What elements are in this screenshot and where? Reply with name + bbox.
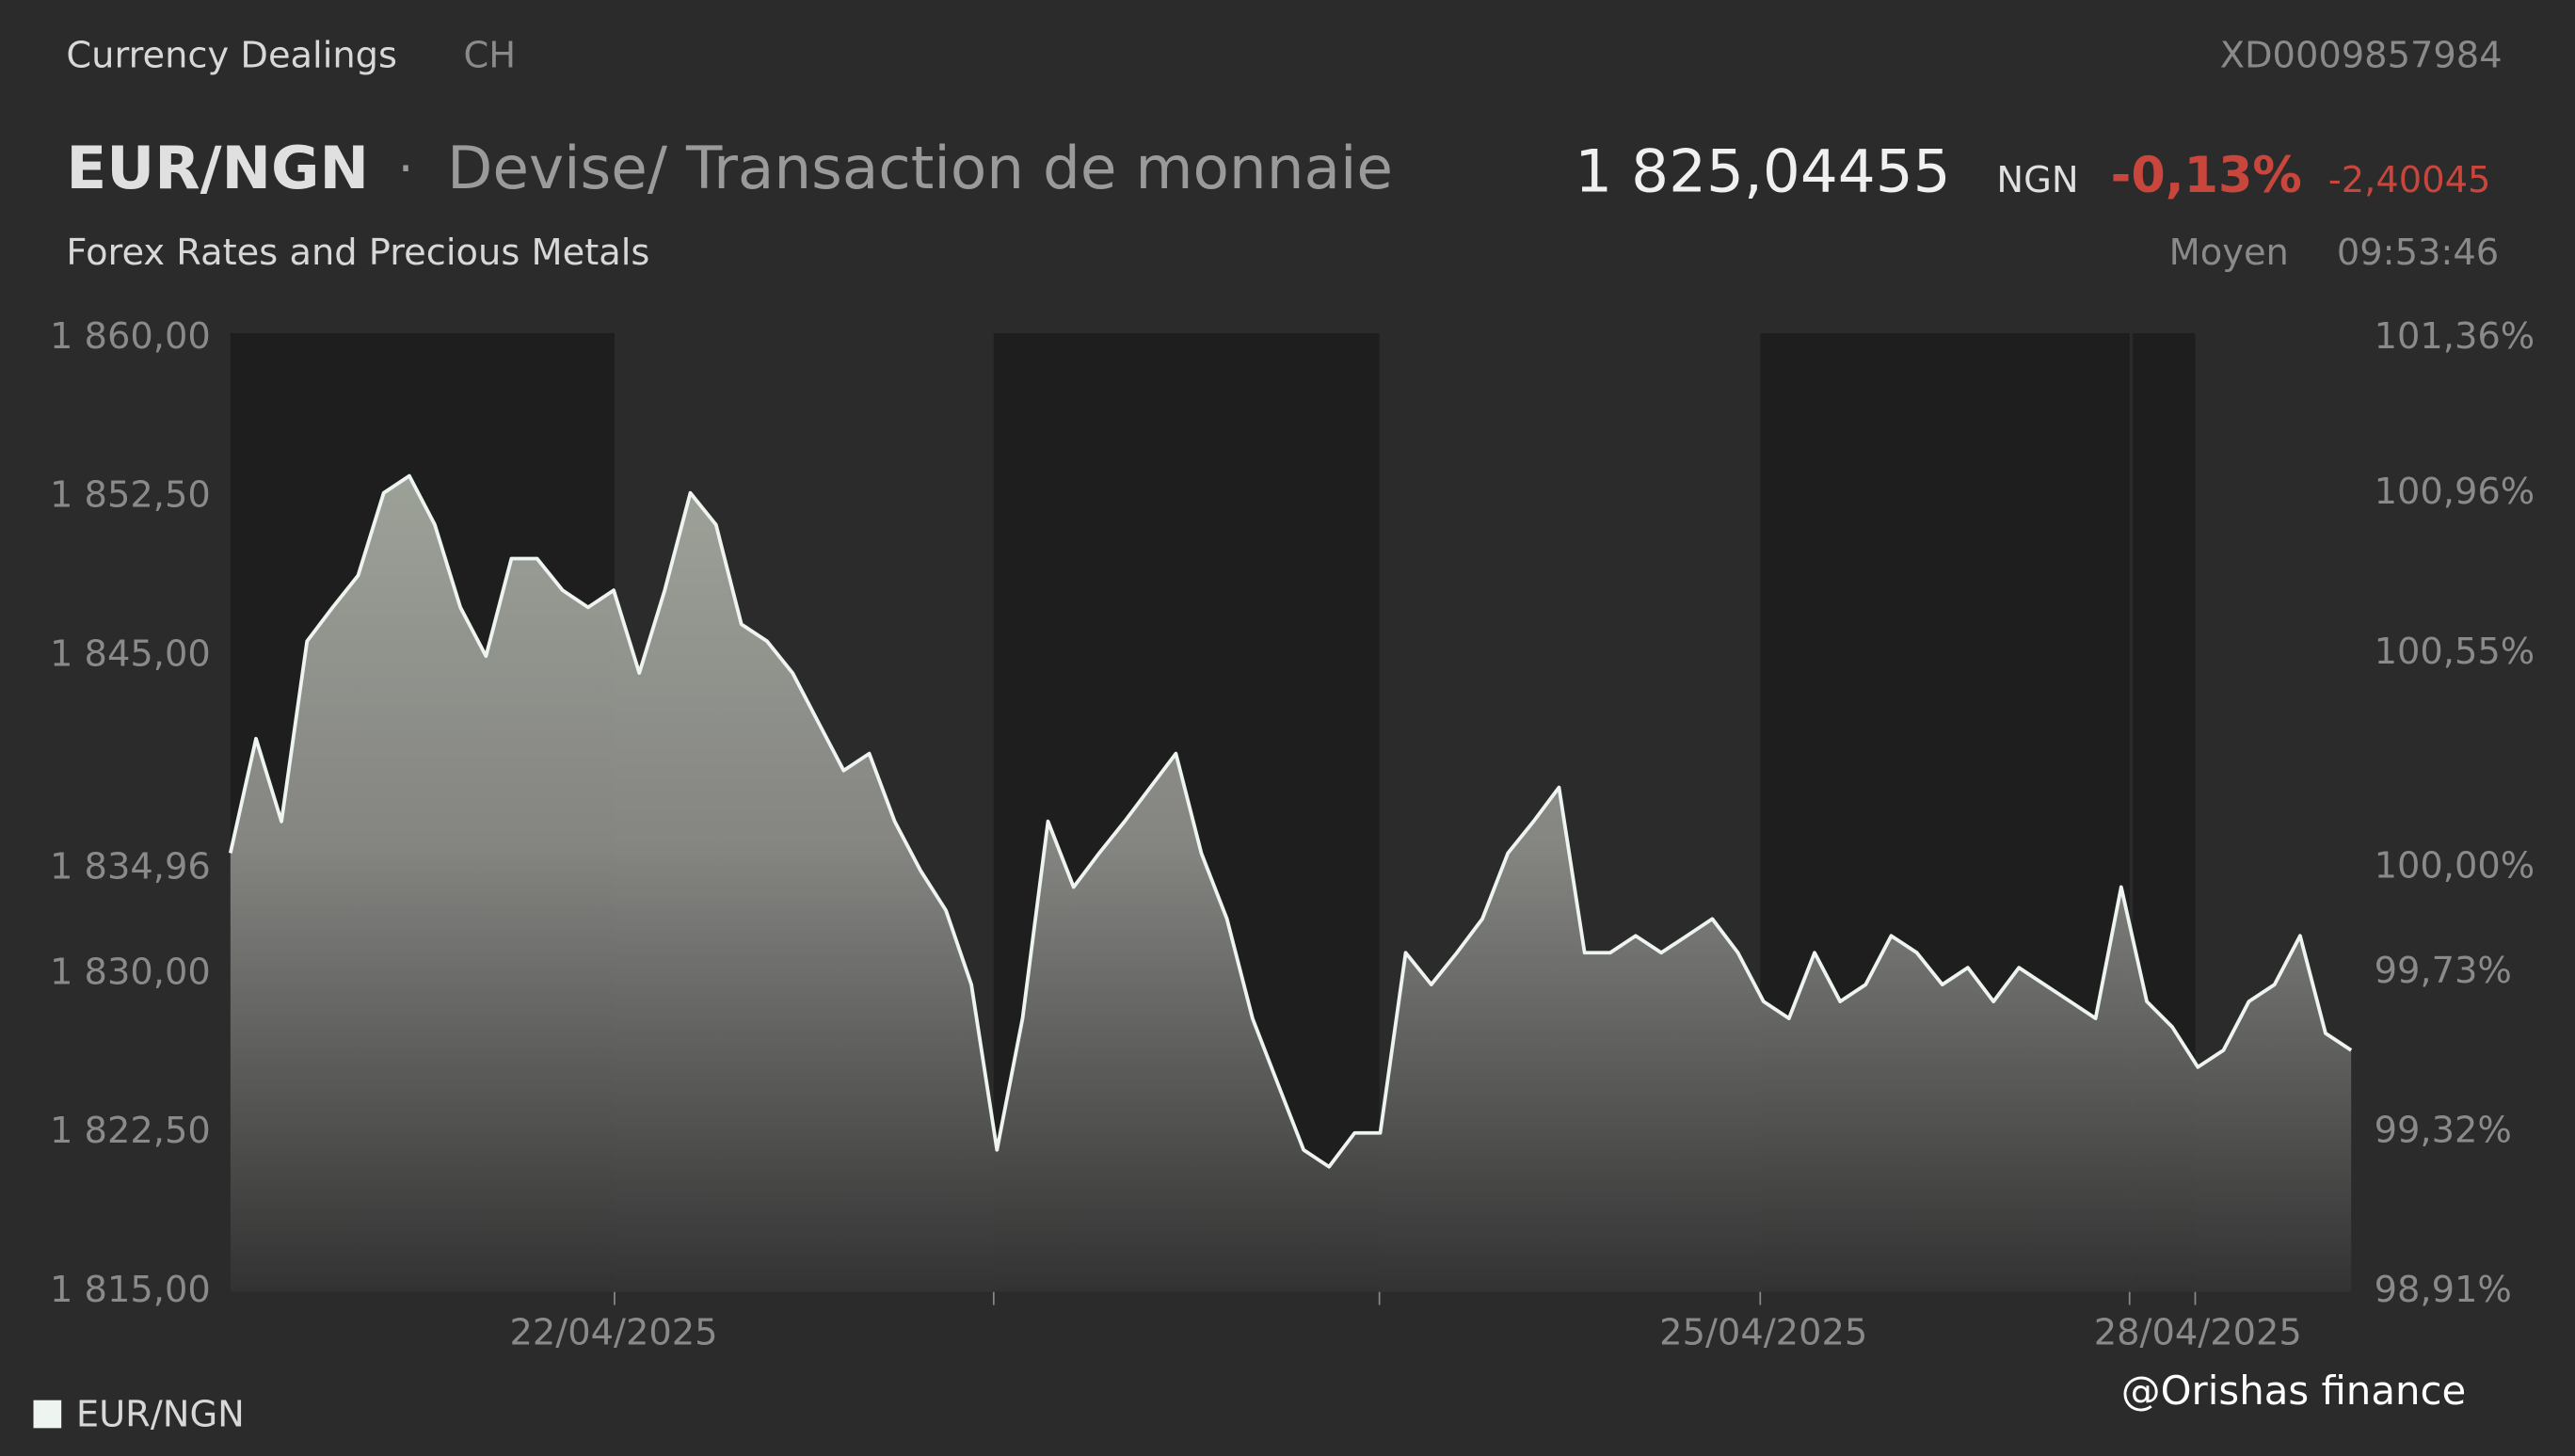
- y2-tick-label: 98,91%: [2375, 1269, 2512, 1311]
- description: Devise/ Transaction de monnaie: [447, 134, 1393, 202]
- y-tick-label: 1 822,50: [50, 1110, 211, 1152]
- y-tick-label: 1 834,96: [50, 846, 211, 888]
- y-tick-label: 1 845,00: [50, 633, 211, 676]
- isin: XD0009857984: [2220, 35, 2503, 77]
- time: 09:53:46: [2337, 232, 2499, 274]
- separator: ·: [398, 140, 414, 198]
- change: -2,40045: [2328, 159, 2490, 201]
- currency: NGN: [1996, 159, 2078, 201]
- y2-tick-label: 99,73%: [2375, 950, 2512, 992]
- y2-tick-label: 100,00%: [2375, 844, 2535, 887]
- y2-tick-label: 100,55%: [2375, 631, 2535, 673]
- area-fill: [230, 475, 2352, 1292]
- watermark: @Orishas finance: [2121, 1368, 2466, 1414]
- legend-swatch: [33, 1400, 62, 1429]
- y-tick-label: 1 815,00: [50, 1269, 211, 1311]
- y2-tick-label: 101,36%: [2375, 315, 2535, 358]
- y2-tick-label: 100,96%: [2375, 471, 2535, 513]
- y-tick-label: 1 852,50: [50, 474, 211, 517]
- pair: EUR/NGN: [66, 134, 369, 202]
- line: [228, 473, 2353, 1169]
- price: 1 825,04455: [1575, 137, 1950, 206]
- y-tick-label: 1 830,00: [50, 951, 211, 993]
- x-tick-label: 22/04/2025: [509, 1311, 717, 1353]
- y-tick-label: 1 860,00: [50, 315, 211, 358]
- price-type: Moyen: [2169, 232, 2289, 274]
- x-tick-marks: [614, 1291, 2197, 1305]
- change-percent: -0,13%: [2111, 147, 2302, 204]
- x-tick-label: 28/04/2025: [2094, 1311, 2302, 1353]
- subtitle: Forex Rates and Precious Metals: [66, 232, 649, 274]
- y2-tick-label: 99,32%: [2375, 1110, 2512, 1152]
- section-label: Currency Dealings: [66, 35, 397, 77]
- x-tick-label: 25/04/2025: [1659, 1311, 1867, 1353]
- legend-label: EUR/NGN: [76, 1394, 245, 1436]
- exchange-label: CH: [463, 35, 516, 77]
